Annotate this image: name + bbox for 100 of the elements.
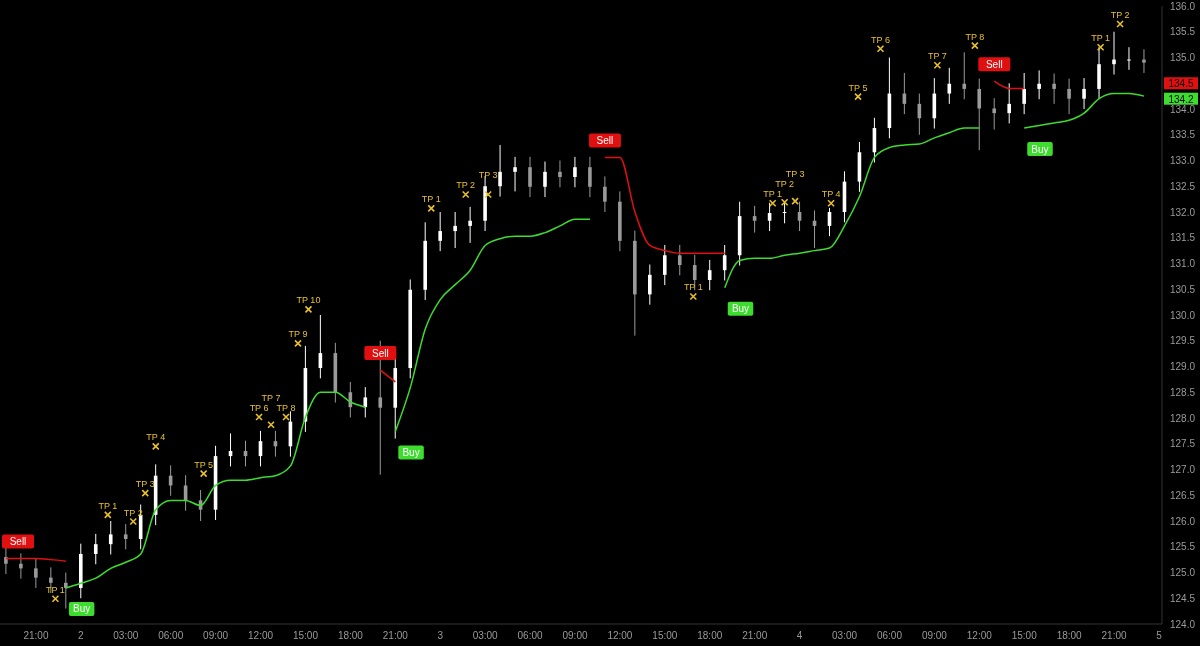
annotation: TP 4	[821, 189, 841, 200]
candlestick	[1067, 78, 1071, 115]
y-tick-label: 128.5	[1170, 386, 1196, 398]
data-label: Sell	[9, 536, 27, 548]
annotation: TP 5	[848, 82, 868, 93]
candlestick	[1052, 72, 1056, 105]
candlestick	[1112, 31, 1116, 75]
x-tick-label: 18:00	[1056, 630, 1083, 642]
annotation: 134.5	[1168, 78, 1194, 90]
x-tick-label: 21:00	[23, 630, 49, 642]
y-tick-label: 132.5	[1170, 180, 1196, 192]
x-tick-label: 03:00	[472, 630, 499, 642]
y-tick-label: 129.5	[1170, 335, 1196, 347]
candlestick	[1037, 69, 1041, 100]
candlestick	[677, 244, 682, 276]
data-label: Sell	[985, 58, 1003, 70]
candlestick	[992, 97, 997, 131]
annotation: TP 1	[45, 584, 65, 595]
x-tick-label: 3	[437, 630, 444, 642]
candlestick	[123, 523, 128, 550]
annotation: TP 1	[421, 194, 441, 205]
x-tick-label: 15:00	[652, 630, 678, 642]
candlestick	[468, 206, 472, 244]
annotation: TP 7	[927, 51, 947, 62]
annotation: TP 2	[456, 180, 476, 191]
x-tick-label: 21:00	[742, 630, 768, 642]
candlestick	[1022, 72, 1026, 115]
annotation: TP 1	[683, 282, 703, 293]
y-tick-label: 124.0	[1170, 618, 1196, 630]
x-tick-label: 06:00	[517, 630, 544, 642]
annotation: TP 3	[785, 169, 805, 180]
y-tick-label: 133.0	[1170, 155, 1196, 167]
y-tick-label: 130.5	[1170, 283, 1196, 295]
annotation: TP 1	[1091, 33, 1111, 44]
annotation: 134.2	[1168, 93, 1194, 105]
x-tick-label: 5	[1156, 630, 1163, 642]
candlestick	[4, 546, 8, 575]
x-tick-label: 09:00	[921, 630, 948, 642]
x-tick-label: 03:00	[113, 630, 139, 642]
candlestick	[543, 161, 547, 198]
y-tick-label: 129.0	[1170, 361, 1196, 373]
annotation: TP 5	[194, 459, 214, 470]
x-tick-label: 09:00	[203, 630, 229, 642]
y-tick-label: 135.5	[1170, 26, 1196, 38]
x-tick-label: 06:00	[158, 630, 184, 642]
data-label: Buy	[73, 603, 91, 615]
x-tick-label: 15:00	[292, 630, 319, 642]
candlestick	[19, 552, 23, 580]
candlestick	[34, 557, 38, 589]
candlestick	[64, 572, 68, 610]
candlestick	[93, 533, 98, 565]
annotation: TP 4	[146, 432, 166, 443]
candlestick	[588, 156, 592, 198]
y-tick-label: 132.0	[1170, 206, 1196, 218]
y-tick-label: 131.5	[1170, 232, 1196, 244]
candlestick	[513, 156, 517, 192]
annotation: TP 2	[1110, 10, 1130, 21]
annotation: TP 2	[775, 179, 795, 190]
x-tick-label: 4	[796, 630, 803, 642]
data-label: Sell	[596, 134, 614, 146]
data-label: Sell	[372, 347, 389, 359]
y-tick-label: 126.5	[1170, 489, 1196, 501]
y-tick-label: 124.5	[1170, 592, 1196, 604]
x-tick-label: 06:00	[876, 630, 903, 642]
annotation: TP 1	[98, 500, 118, 511]
x-tick-label: 12:00	[966, 630, 993, 642]
candlestick	[648, 264, 652, 306]
annotation: TP 9	[288, 329, 308, 340]
annotation: TP 6	[249, 402, 269, 413]
candlestick	[1127, 46, 1131, 71]
annotation: TP 3	[135, 479, 155, 490]
candlestick	[573, 156, 577, 188]
candlestick	[438, 211, 442, 252]
annotation: TP 2	[123, 507, 143, 518]
candlestick	[1142, 48, 1146, 74]
candlestick	[662, 244, 667, 286]
y-tick-label: 130.0	[1170, 309, 1196, 321]
x-tick-label: 15:00	[1011, 630, 1038, 642]
y-tick-label: 127.5	[1170, 438, 1196, 450]
candlestick	[947, 67, 952, 105]
y-tick-label: 127.0	[1170, 464, 1196, 476]
y-tick-label: 135.0	[1170, 52, 1196, 64]
y-tick-label: 125.0	[1170, 567, 1196, 579]
candlestick	[363, 386, 368, 418]
annotation: TP 7	[261, 392, 281, 403]
annotation: TP 8	[276, 402, 296, 413]
candlestick	[453, 211, 457, 249]
annotation: TP 3	[478, 170, 498, 181]
x-tick-label: 18:00	[697, 630, 723, 642]
y-tick-label: 134.0	[1170, 103, 1196, 115]
candlestick	[1082, 77, 1086, 110]
candlestick	[108, 520, 113, 555]
y-tick-label: 126.0	[1170, 515, 1196, 527]
candlestick	[962, 51, 967, 100]
data-label: Buy	[1031, 143, 1049, 155]
annotation: TP 6	[871, 34, 890, 45]
candlestick	[528, 156, 532, 198]
data-label: Buy	[731, 303, 750, 315]
x-tick-label: 2	[78, 630, 85, 642]
annotation: TP 1	[763, 189, 783, 200]
